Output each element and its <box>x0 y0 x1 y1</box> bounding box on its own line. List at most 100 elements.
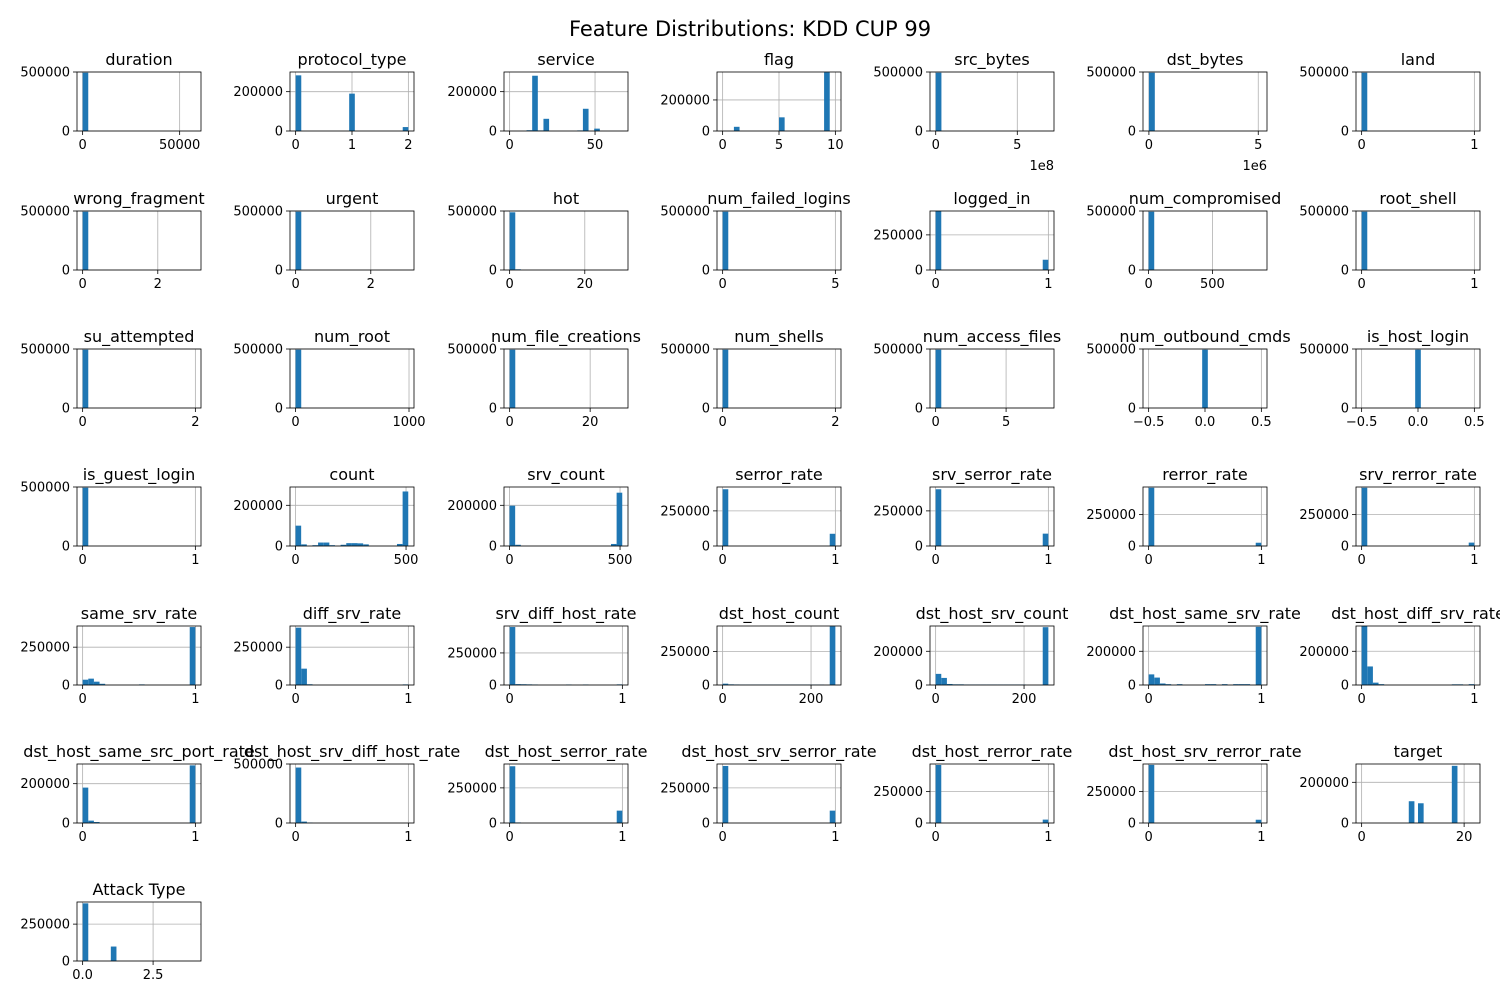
x-tick-label: 0 <box>718 692 726 707</box>
x-tick-label: 0.5 <box>1251 415 1272 430</box>
y-tick-label: 200000 <box>447 499 497 514</box>
x-tick-label: 1 <box>191 830 199 845</box>
subplot-title: dst_host_srv_diff_host_rate <box>244 742 460 762</box>
histogram-bar <box>402 491 409 546</box>
x-tick-label: 20 <box>577 277 594 292</box>
histogram-bar <box>509 212 516 270</box>
axes-frame <box>76 763 202 824</box>
y-tick-label: 0 <box>1341 679 1349 694</box>
histogram-bar <box>1042 533 1049 546</box>
y-tick-label: 250000 <box>660 781 710 796</box>
y-tick-label: 0 <box>1128 125 1136 140</box>
subplot-urgent: 0 2 0 500000 urgent <box>233 189 415 292</box>
histogram-bar <box>1415 349 1421 408</box>
axes-frame <box>1355 763 1481 824</box>
x-tick-label: 1 <box>404 830 412 845</box>
subplot-protocol-type: 0 1 2 0 200000 protocol_type <box>233 50 415 153</box>
x-tick-label: 1 <box>1470 138 1478 153</box>
subplot-title: num_outbound_cmds <box>1119 327 1290 347</box>
y-tick-label: 200000 <box>447 85 497 100</box>
x-tick-label: 0.5 <box>1464 415 1485 430</box>
y-tick-label: 0 <box>915 679 923 694</box>
subplot-target: 0 20 0 200000 target <box>1299 742 1481 845</box>
y-tick-label: 0 <box>915 264 923 279</box>
y-tick-label: 250000 <box>1086 785 1136 800</box>
subplot-num-root: 0 1000 0 500000 num_root <box>233 327 425 430</box>
axes-frame <box>289 210 415 271</box>
histogram-bar <box>189 627 196 685</box>
axes-frame <box>1142 625 1268 686</box>
subplot-title: srv_rerror_rate <box>1359 465 1477 485</box>
y-tick-label: 0 <box>62 402 70 417</box>
histogram-bar <box>1042 627 1049 685</box>
y-tick-label: 0 <box>1341 402 1349 417</box>
y-tick-label: 500000 <box>660 343 710 358</box>
axes-frame <box>716 763 842 824</box>
x-tick-label: 0 <box>78 277 86 292</box>
axes-frame <box>76 625 202 686</box>
y-tick-label: 0 <box>275 679 283 694</box>
histogram-bar <box>396 543 403 546</box>
x-tick-label: 0 <box>291 692 299 707</box>
axes-frame <box>716 348 842 409</box>
subplot-dst-host-srv-rerror-rate: 0 1 0 250000 dst_host_srv_rerror_rate <box>1086 742 1301 845</box>
y-tick-label: 250000 <box>447 781 497 796</box>
histogram-bar <box>824 72 830 131</box>
y-tick-label: 200000 <box>1086 645 1136 660</box>
y-tick-label: 250000 <box>1086 508 1136 523</box>
histogram-bar <box>616 810 623 823</box>
histogram-bar <box>82 787 89 823</box>
axes-frame <box>503 210 629 271</box>
x-tick-label: 5 <box>1013 138 1021 153</box>
axes-frame <box>76 901 202 962</box>
y-tick-label: 0 <box>489 679 497 694</box>
histogram-bar <box>1154 677 1160 685</box>
histogram-bar <box>1361 211 1368 270</box>
x-tick-label: 5 <box>831 277 839 292</box>
x-tick-label: 1 <box>1044 830 1052 845</box>
subplot-rerror-rate: 0 1 0 250000 rerror_rate <box>1086 465 1268 568</box>
histogram-bar <box>946 683 953 685</box>
axes-frame <box>1355 71 1481 132</box>
subplot-title: same_srv_rate <box>81 604 197 624</box>
y-tick-label: 0 <box>275 402 283 417</box>
histogram-bar <box>1378 684 1385 685</box>
histogram-bar <box>509 349 516 408</box>
subplot-title: count <box>329 465 374 484</box>
axes-frame <box>503 763 629 824</box>
x-tick-label: 1 <box>618 692 626 707</box>
subplot-is-guest-login: 0 1 0 500000 is_guest_login <box>20 465 202 568</box>
subplot-title: flag <box>764 50 794 69</box>
y-tick-label: 250000 <box>1299 508 1349 523</box>
subplot-title: diff_srv_rate <box>303 604 402 624</box>
subplot-dst-host-diff-srv-rate: 0 1 0 200000 dst_host_diff_srv_rate <box>1299 604 1500 707</box>
y-tick-label: 500000 <box>1086 66 1136 81</box>
y-tick-label: 0 <box>489 125 497 140</box>
subplot-title: target <box>1394 742 1443 761</box>
axes-frame <box>503 348 629 409</box>
subplot-title: num_file_creations <box>491 327 641 347</box>
x-tick-label: 1 <box>1257 830 1265 845</box>
histogram-bar <box>301 544 307 546</box>
histogram-bar <box>1202 349 1208 408</box>
x-tick-label: 0 <box>931 553 939 568</box>
x-tick-label: 500 <box>608 553 633 568</box>
y-tick-label: 500000 <box>1086 205 1136 220</box>
x-tick-label: 0 <box>718 415 726 430</box>
y-tick-label: 250000 <box>873 785 923 800</box>
axes-frame <box>503 71 629 132</box>
subplot-title: urgent <box>326 189 379 208</box>
x-tick-label: 0 <box>1144 277 1152 292</box>
x-tick-label: 0 <box>1357 138 1365 153</box>
subplot-su-attempted: 0 2 0 500000 su_attempted <box>20 327 202 430</box>
y-tick-label: 0 <box>275 540 283 555</box>
subplot-title: dst_host_srv_rerror_rate <box>1108 742 1301 762</box>
histogram-bar <box>1148 487 1155 546</box>
histogram-bar <box>82 679 89 685</box>
y-tick-label: 0 <box>1341 817 1349 832</box>
x-tick-label: 0 <box>931 277 939 292</box>
histogram-bar <box>594 128 600 131</box>
